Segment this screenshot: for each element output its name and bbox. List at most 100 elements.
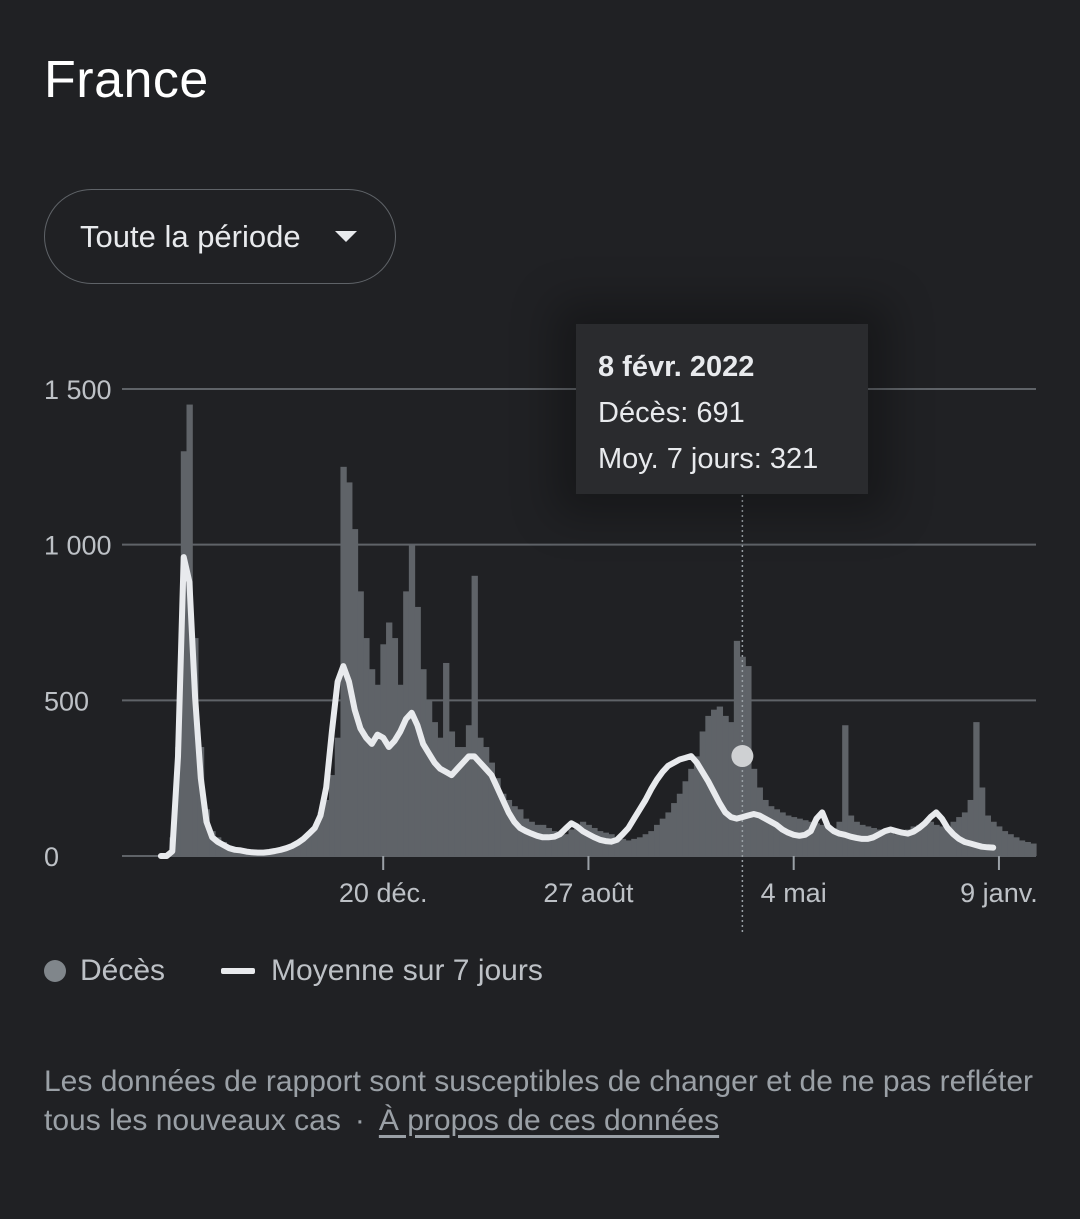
page-title: France	[44, 51, 209, 109]
deaths-bar	[614, 837, 621, 856]
disclaimer-text: Les données de rapport sont susceptibles…	[44, 1065, 1033, 1137]
x-tick-label: 9 janv.	[960, 878, 1038, 908]
deaths-bar	[460, 747, 467, 856]
about-data-link[interactable]: À propos de ces données	[378, 1104, 720, 1137]
deaths-bar	[397, 684, 404, 856]
deaths-bar	[334, 737, 342, 856]
deaths-bar	[500, 793, 507, 856]
deaths-bar	[602, 832, 610, 856]
deaths-bar	[522, 818, 530, 856]
deaths-bar	[990, 821, 997, 856]
deaths-bar	[927, 821, 934, 856]
separator-dot: ·	[354, 1104, 365, 1137]
deaths-bar	[842, 725, 849, 856]
deaths-bar	[386, 622, 393, 856]
deaths-bar	[676, 793, 684, 856]
deaths-bar	[597, 831, 604, 856]
deaths-bar	[802, 820, 809, 856]
deaths-bar	[870, 827, 877, 856]
deaths-bar	[699, 731, 706, 856]
deaths-bar	[625, 840, 632, 856]
y-tick-label: 0	[44, 842, 59, 872]
deaths-bar	[631, 838, 638, 856]
deaths-bar	[773, 809, 781, 856]
deaths-bar	[363, 638, 370, 856]
deaths-bar	[517, 809, 524, 856]
deaths-bar	[380, 644, 387, 856]
deaths-bar	[539, 824, 547, 856]
deaths-bar	[562, 834, 570, 856]
deaths-bar	[574, 826, 581, 856]
deaths-bar	[557, 832, 564, 856]
deaths-bar	[961, 812, 969, 856]
period-dropdown[interactable]: Toute la période	[44, 189, 396, 284]
deaths-bar	[391, 638, 399, 856]
period-dropdown-label: Toute la période	[80, 218, 301, 254]
deaths-bar	[882, 831, 889, 856]
deaths-bar	[648, 831, 655, 856]
deaths-bar	[374, 684, 381, 856]
deaths-bar	[887, 832, 895, 856]
chart-tooltip: 8 févr. 2022 Décès: 691 Moy. 7 jours: 32…	[576, 324, 868, 494]
deaths-bar	[494, 778, 501, 856]
deaths-bar	[899, 832, 906, 856]
data-disclaimer: Les données de rapport sont susceptibles…	[44, 1062, 1044, 1140]
deaths-bar	[180, 451, 188, 856]
deaths-bar	[967, 799, 974, 856]
deaths-bar	[306, 832, 313, 856]
deaths-bar	[465, 725, 473, 856]
deaths-bar	[654, 824, 661, 856]
deaths-bar	[511, 806, 518, 856]
deaths-bar	[1030, 843, 1037, 856]
highlight-point	[731, 745, 754, 768]
deaths-bar	[528, 821, 535, 856]
deaths-bar	[756, 787, 763, 856]
chart-legend: Décès Moyenne sur 7 jours	[44, 954, 543, 988]
deaths-bar	[944, 827, 952, 856]
deaths-bar	[682, 781, 689, 856]
y-tick-label: 1 500	[44, 375, 112, 405]
deaths-bar	[471, 575, 478, 856]
deaths-bar	[534, 824, 541, 856]
deaths-bar	[636, 837, 644, 856]
deaths-bar	[220, 841, 228, 856]
deaths-bar	[984, 815, 991, 856]
deaths-bar	[482, 747, 490, 856]
deaths-bar	[779, 812, 786, 856]
deaths-bar	[215, 837, 222, 856]
deaths-bar	[545, 827, 552, 856]
deaths-bar	[608, 834, 615, 856]
deaths-bar	[693, 756, 701, 856]
deaths-bar	[277, 849, 285, 856]
deaths-bar	[505, 799, 513, 856]
deaths-bar	[454, 747, 461, 856]
legend-deaths-label: Décès	[80, 954, 166, 987]
deaths-bar	[1024, 841, 1031, 856]
deaths-bar	[585, 824, 592, 856]
deaths-bar	[420, 669, 427, 856]
deaths-bar	[477, 737, 484, 856]
deaths-bar	[904, 829, 912, 856]
deaths-bar	[317, 812, 324, 856]
deaths-bar	[642, 834, 649, 856]
deaths-bar	[659, 818, 667, 856]
deaths-bar	[825, 826, 832, 856]
deaths-bar	[819, 824, 826, 856]
deaths-bar	[950, 821, 957, 856]
deaths-bar	[711, 709, 718, 856]
y-tick-label: 1 000	[44, 531, 112, 561]
deaths-bar	[671, 803, 678, 856]
deaths-bar	[688, 768, 695, 856]
deaths-bar	[876, 829, 883, 856]
deaths-bar	[921, 821, 929, 856]
deaths-bar	[329, 775, 336, 856]
deaths-chart[interactable]: 0 500 1 000 1 500 20 déc. 27 août 4 mai 9 janv.	[0, 300, 1080, 940]
deaths-bar	[488, 762, 495, 856]
deaths-bar	[311, 827, 319, 856]
deaths-bar	[431, 722, 438, 856]
deaths-bar	[209, 831, 216, 856]
deaths-bar	[910, 826, 917, 856]
deaths-bar	[768, 806, 775, 856]
deaths-bar	[973, 722, 980, 856]
deaths-legend-dot-icon	[44, 960, 66, 982]
